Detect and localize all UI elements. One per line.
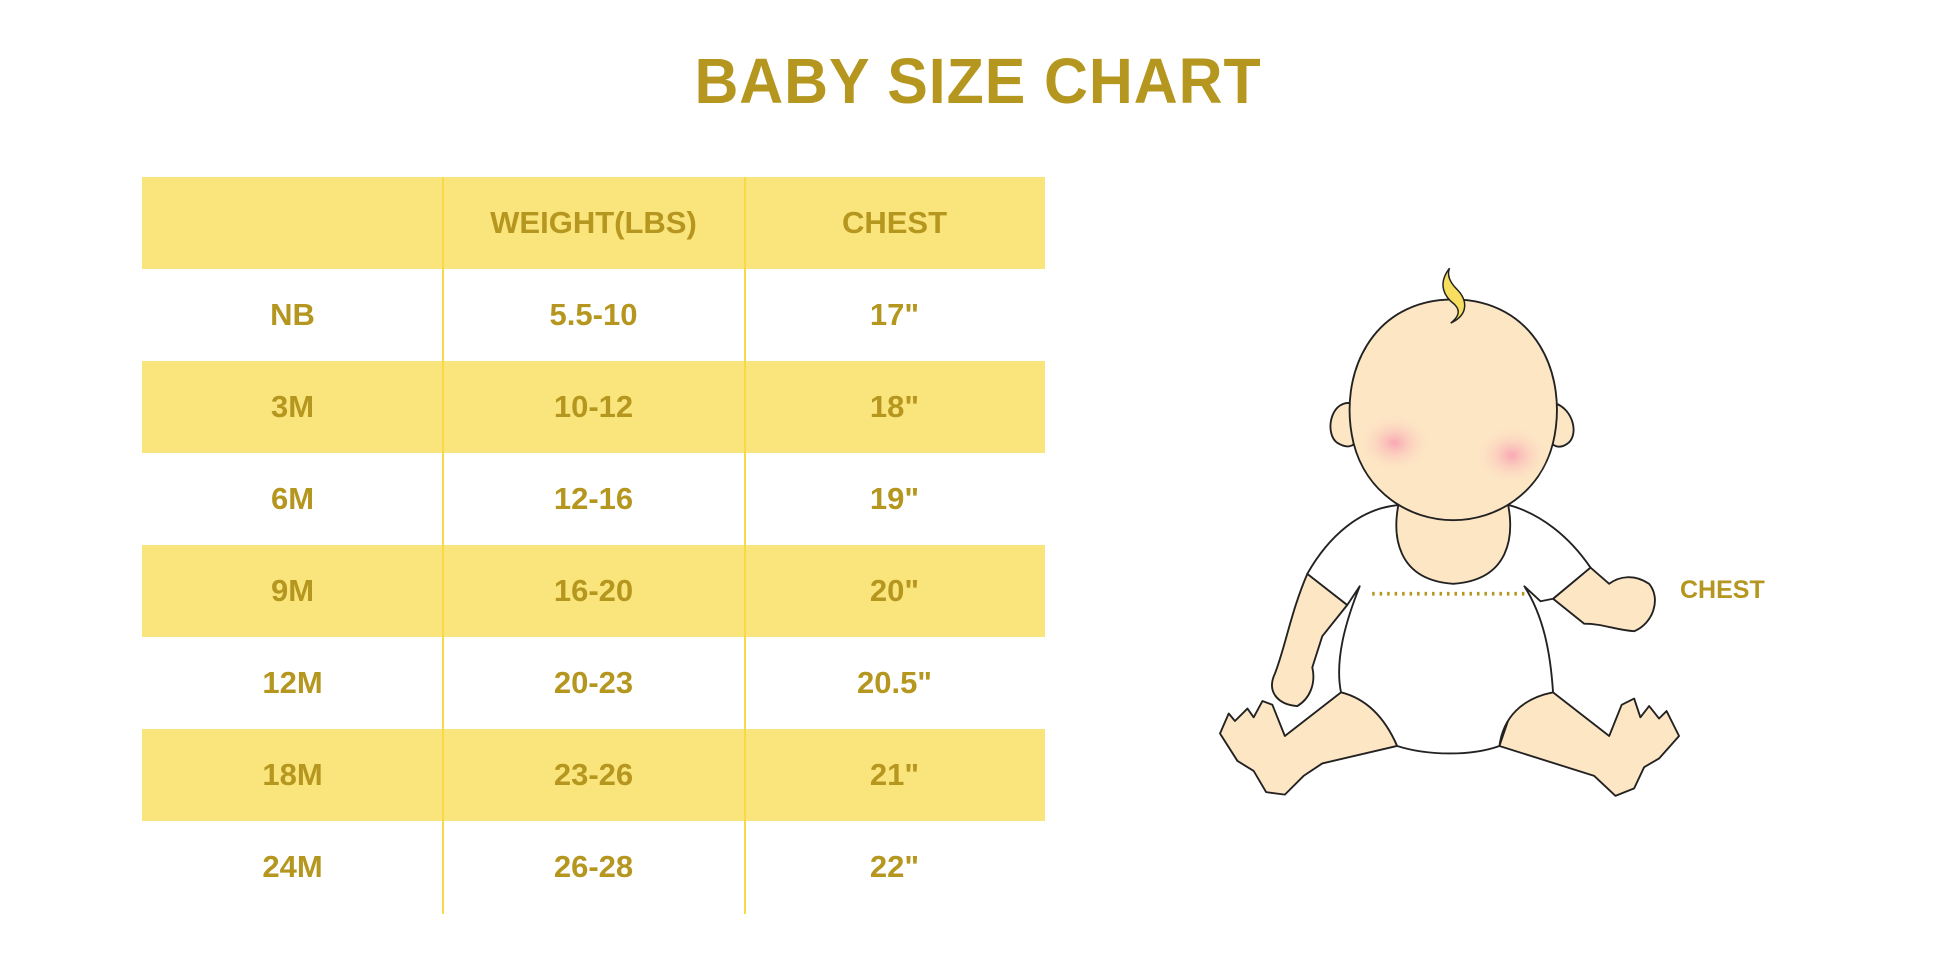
neck bbox=[1395, 498, 1512, 585]
left-arm bbox=[1271, 572, 1349, 707]
table-row: NB 5.5-10 17" bbox=[142, 269, 1045, 361]
hair-curl bbox=[1442, 267, 1466, 324]
cell-size: NB bbox=[270, 297, 315, 332]
head bbox=[1348, 298, 1558, 522]
table-row: 3M 10-12 18" bbox=[142, 361, 1045, 453]
cell-weight: 26-28 bbox=[553, 849, 634, 884]
cell-size: 3M bbox=[270, 389, 315, 424]
cell-size: 6M bbox=[270, 481, 315, 516]
table-header: WEIGHT(LBS) CHEST bbox=[142, 177, 1045, 269]
cell-chest: 21" bbox=[869, 757, 920, 792]
cell-size: 9M bbox=[270, 573, 315, 608]
page-title: BABY SIZE CHART bbox=[694, 45, 1262, 117]
column-divider bbox=[744, 177, 746, 914]
cell-chest: 17" bbox=[869, 297, 920, 332]
cell-weight: 12-16 bbox=[553, 481, 634, 516]
chest-label: CHEST bbox=[1680, 576, 1765, 604]
column-divider bbox=[442, 177, 444, 914]
onesie bbox=[1306, 504, 1592, 755]
cell-chest: 19" bbox=[869, 481, 920, 516]
table-row: 12M 20-23 20.5" bbox=[142, 637, 1045, 729]
table-row: 6M 12-16 19" bbox=[142, 453, 1045, 545]
cell-size: 12M bbox=[262, 665, 323, 700]
right-leg bbox=[1498, 691, 1680, 797]
cell-chest: 22" bbox=[869, 849, 920, 884]
size-table: WEIGHT(LBS) CHEST NB 5.5-10 17" 3M 10-12… bbox=[142, 177, 1045, 913]
left-cheek bbox=[1357, 412, 1433, 473]
cell-weight: 5.5-10 bbox=[549, 297, 638, 332]
cell-weight: 23-26 bbox=[553, 757, 634, 792]
cell-chest: 18" bbox=[869, 389, 920, 424]
cell-weight: 16-20 bbox=[553, 573, 634, 608]
header-weight: WEIGHT(LBS) bbox=[490, 205, 697, 240]
cell-size: 18M bbox=[262, 757, 323, 792]
table-row: 9M 16-20 20" bbox=[142, 545, 1045, 637]
table-row: 24M 26-28 22" bbox=[142, 821, 1045, 913]
cell-weight: 20-23 bbox=[553, 665, 634, 700]
right-cheek bbox=[1474, 425, 1550, 486]
header-chest: CHEST bbox=[841, 205, 948, 240]
cell-chest: 20" bbox=[869, 573, 920, 608]
cell-chest: 20.5" bbox=[856, 665, 933, 700]
right-arm bbox=[1552, 566, 1656, 633]
cell-size: 24M bbox=[262, 849, 323, 884]
left-leg bbox=[1219, 691, 1399, 796]
table-row: 18M 23-26 21" bbox=[142, 729, 1045, 821]
cell-weight: 10-12 bbox=[553, 389, 634, 424]
